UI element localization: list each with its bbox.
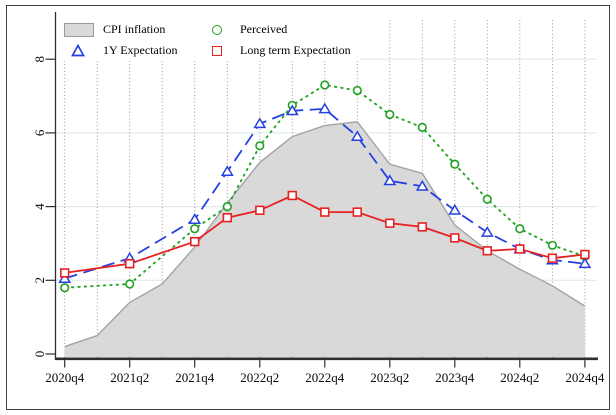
svg-text:8: 8 [32,56,47,63]
svg-text:2021q2: 2021q2 [110,370,149,385]
svg-text:0: 0 [32,351,47,358]
svg-text:2020q4: 2020q4 [45,370,85,385]
svg-text:2: 2 [32,277,47,284]
square-marker-icon [212,46,222,56]
axes [54,12,598,361]
cpi-area-swatch-icon [64,23,94,37]
svg-text:2023q2: 2023q2 [370,370,409,385]
circle-marker-icon [212,25,222,35]
series-line-perceived [64,84,586,289]
legend-label-1y-expectation: 1Y Expectation [103,43,178,57]
legend: CPI inflation 1Y Expectation Perceived L… [57,13,360,61]
legend-label-cpi: CPI inflation [103,22,166,36]
svg-text:6: 6 [32,129,47,136]
svg-text:2024q4: 2024q4 [565,370,605,385]
svg-text:4: 4 [32,203,47,210]
y-axis-ticks-and-labels: 0 2 4 6 8 [32,56,56,357]
svg-text:2021q4: 2021q4 [175,370,215,385]
triangle-marker-icon [71,43,85,57]
cpi-inflation-area [64,121,586,357]
x-axis-ticks-and-labels: 2020q4 2021q2 2021q4 2022q2 2022q4 2023q2 2023… [45,360,605,385]
series-line-1y-expectation [64,107,586,280]
svg-text:2022q4: 2022q4 [305,370,345,385]
svg-text:2022q2: 2022q2 [240,370,279,385]
figure-frame [6,5,610,410]
legend-label-long-term: Long term Expectation [240,43,351,57]
legend-label-perceived: Perceived [240,22,288,36]
svg-text:2024q2: 2024q2 [500,370,539,385]
svg-text:2023q4: 2023q4 [435,370,475,385]
series-markers-long-term-expectation [59,190,590,278]
